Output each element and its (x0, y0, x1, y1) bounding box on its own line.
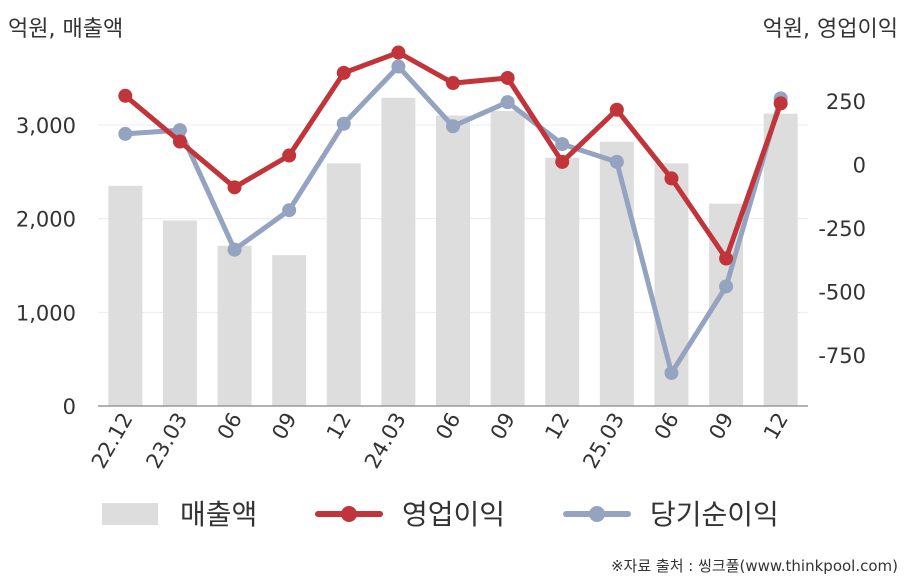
point-영업이익 (719, 251, 734, 266)
bar-매출액 (599, 141, 634, 406)
bar-매출액 (162, 220, 197, 406)
left-axis-ticks: 0 1,000 2,000 3,000 (16, 114, 76, 419)
x-tick-label: 25.03 (578, 409, 629, 473)
x-axis-ticks: 22.12 23.03 06 09 12 24.03 06 09 12 25.03 06 09 12 (87, 409, 793, 473)
bar-매출액 (436, 115, 470, 406)
point-영업이익 (446, 76, 460, 91)
point-영업이익 (336, 65, 351, 80)
bar-매출액 (108, 185, 143, 406)
x-tick-label: 06 (650, 409, 684, 444)
point-당기순이익 (609, 154, 624, 169)
bar-매출액 (763, 113, 798, 406)
legend-label-당기순이익: 당기순이익 (650, 498, 779, 531)
bar-매출액 (381, 97, 416, 407)
bar-매출액 (272, 255, 307, 406)
bars (108, 97, 798, 407)
point-영업이익 (391, 45, 406, 60)
point-당기순이익 (118, 126, 133, 141)
bar-매출액 (326, 163, 361, 406)
left-axis-unit-label: 억원, 매출액 (8, 17, 123, 42)
source-text: ※자료 출처 : 씽크풀(www.thinkpool.com) (611, 557, 898, 575)
left-tick-label: 2,000 (16, 208, 76, 232)
point-당기순이익 (500, 95, 515, 110)
point-영업이익 (172, 134, 187, 149)
point-영업이익 (282, 148, 297, 163)
right-axis-ticks: 250 0 -250 -500 -750 (818, 90, 866, 368)
bar-매출액 (545, 157, 580, 406)
point-당기순이익 (282, 203, 297, 218)
point-영업이익 (118, 88, 133, 103)
point-당기순이익 (336, 116, 351, 131)
legend-marker-영업이익 (341, 506, 357, 522)
x-tick-label: 12 (540, 409, 574, 444)
x-tick-label: 09 (267, 409, 301, 444)
point-영업이익 (664, 171, 679, 186)
bar-매출액 (490, 110, 525, 406)
point-당기순이익 (227, 242, 242, 257)
right-tick-label: -750 (818, 344, 866, 368)
left-tick-label: 0 (63, 395, 76, 419)
left-tick-label: 1,000 (16, 301, 76, 325)
point-영업이익 (227, 180, 242, 195)
point-당기순이익 (719, 279, 734, 294)
x-tick-label: 06 (431, 409, 465, 444)
legend-marker-당기순이익 (589, 506, 605, 522)
left-tick-label: 3,000 (16, 114, 76, 138)
point-영업이익 (773, 96, 788, 111)
bar-매출액 (217, 245, 252, 406)
right-tick-label: -500 (818, 281, 866, 305)
x-tick-label: 12 (759, 409, 793, 444)
x-tick-label: 09 (704, 409, 738, 444)
legend: 매출액 영업이익 당기순이익 (102, 498, 779, 531)
right-tick-label: 0 (853, 153, 866, 177)
point-영업이익 (500, 70, 515, 85)
right-tick-label: -250 (818, 217, 866, 241)
x-tick-label: 06 (213, 409, 247, 444)
point-당기순이익 (446, 119, 460, 134)
legend-label-영업이익: 영업이익 (402, 498, 505, 531)
legend-label-매출액: 매출액 (180, 498, 257, 531)
right-axis-unit-label: 억원, 영업이익 (763, 17, 898, 42)
point-당기순이익 (664, 365, 679, 380)
x-tick-label: 12 (322, 409, 356, 444)
legend-swatch-매출액 (102, 503, 158, 525)
point-당기순이익 (391, 59, 406, 74)
right-tick-label: 250 (826, 90, 866, 114)
x-tick-label: 24.03 (360, 409, 411, 473)
x-tick-label: 09 (486, 409, 520, 444)
series-lines (118, 45, 788, 380)
x-tick-label: 23.03 (141, 409, 192, 473)
point-영업이익 (609, 102, 624, 117)
point-영업이익 (555, 154, 570, 169)
x-tick-label: 22.12 (87, 409, 138, 473)
point-당기순이익 (555, 137, 570, 152)
point-당기순이익 (172, 123, 187, 138)
